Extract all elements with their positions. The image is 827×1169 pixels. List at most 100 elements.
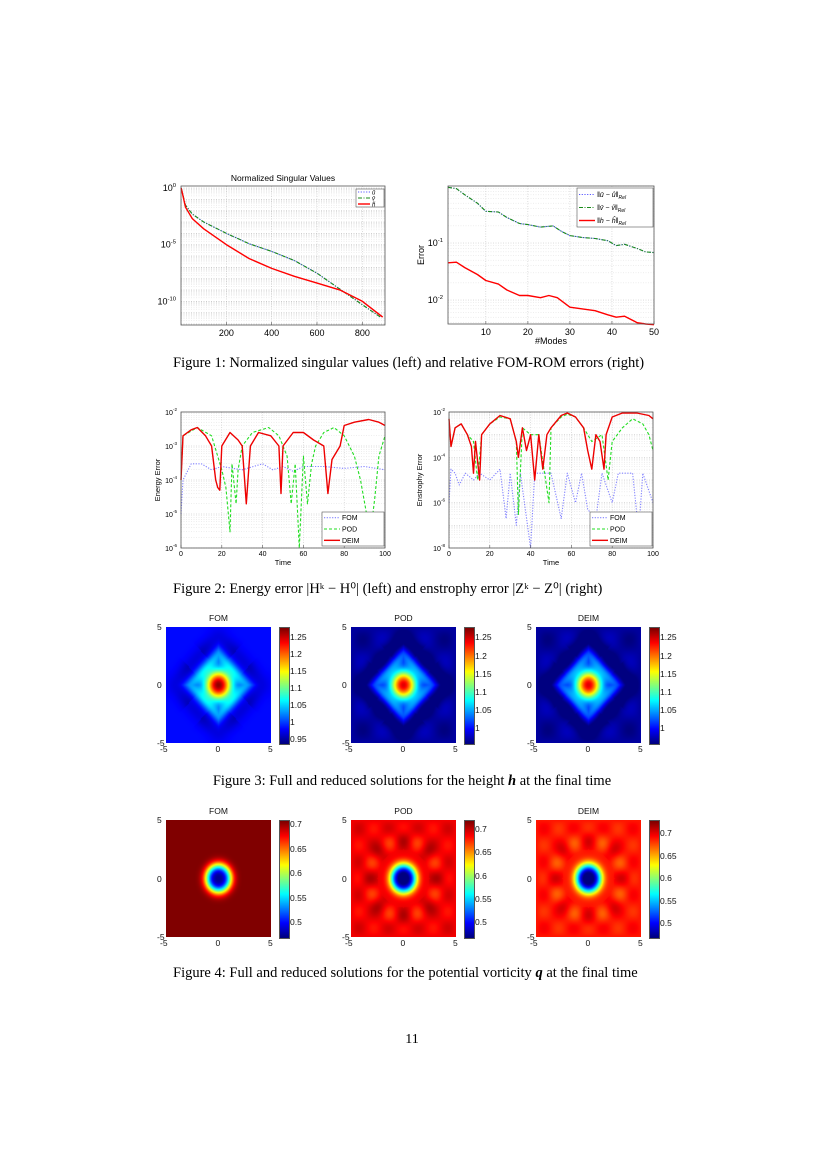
x-tick-label: 600 — [309, 328, 324, 338]
colorbar-tick-label: 0.5 — [290, 916, 302, 927]
y-tick-base: 10 — [161, 240, 171, 250]
legend: FOM POD DEIM — [589, 511, 653, 547]
heatmap-title: DEIM — [577, 613, 600, 623]
colorbar-tick-label: 1.25 — [475, 632, 492, 643]
colorbar-tick-label: 1.2 — [475, 650, 487, 661]
y-tick-label: 10-4 — [165, 475, 177, 485]
legend-label-subscript: Rel — [618, 208, 626, 214]
legend-label-text: ‖h − ĥ‖ — [597, 216, 619, 225]
y-tick-exponent: -5 — [171, 240, 176, 246]
colorbar-tick-label: 0.65 — [660, 850, 677, 861]
legend-label-text: ‖ū − û‖ — [597, 192, 619, 199]
y-tick-label: 5 — [157, 815, 162, 825]
y-tick-label: 0 — [342, 680, 347, 690]
heatmap-title: DEIM — [577, 806, 600, 816]
x-tick-label: -5 — [160, 744, 168, 754]
heatmap-image — [536, 820, 641, 937]
series-line-1 — [180, 426, 386, 549]
colorbar-tick-label: 0.55 — [660, 895, 677, 906]
x-tick-label: 50 — [649, 327, 659, 337]
y-tick-label: -5 — [157, 932, 165, 942]
x-axis-label: Time — [275, 558, 291, 567]
y-tick-label: 0 — [527, 680, 532, 690]
x-tick-label: -5 — [345, 744, 353, 754]
y-tick-label: -5 — [342, 738, 350, 748]
series-line-1 — [447, 186, 655, 254]
legend-label: ‖ū − û‖Rel — [597, 192, 627, 201]
x-tick-label: 400 — [264, 328, 279, 338]
legend-label: ṽ — [372, 197, 376, 203]
heatmap-image — [351, 820, 456, 937]
figure-2-caption: Figure 2: Energy error |Hᵏ − H⁰| (left) … — [173, 581, 603, 597]
legend-label-text: POD — [610, 527, 625, 534]
y-tick-exponent: -2 — [438, 295, 443, 301]
colorbar-tick-label: 0.55 — [475, 894, 492, 905]
colorbar-tick-label: 1.05 — [290, 699, 307, 710]
colorbar-tick-label: 1.2 — [290, 648, 302, 659]
y-tick-exponent: -4 — [441, 452, 446, 457]
colorbar-tick-label: 0.55 — [290, 892, 307, 903]
x-tick-label: 0 — [400, 744, 406, 754]
x-tick-label: 0 — [179, 551, 183, 558]
legend-label-text: ũ — [372, 191, 376, 197]
heatmap-image — [351, 627, 456, 743]
y-tick-label: 10-3 — [165, 441, 177, 451]
x-tick-label: 0 — [447, 551, 451, 558]
series-line-2 — [448, 412, 654, 481]
y-tick-exponent: -3 — [173, 441, 178, 446]
colorbar-tick-label: 1.25 — [660, 632, 677, 643]
y-tick-label: 10-6 — [433, 498, 445, 508]
y-tick-base: 10 — [165, 546, 173, 553]
legend-label-text: h̃ — [372, 202, 376, 208]
y-tick-exponent: -4 — [173, 475, 178, 480]
legend-label-subscript: Rel — [619, 195, 627, 201]
x-tick-label: 5 — [268, 938, 273, 948]
plot-frame — [447, 185, 655, 325]
x-tick-label: 80 — [608, 551, 616, 558]
series-line-1 — [180, 187, 381, 318]
y-tick-label: 10-10 — [158, 296, 177, 306]
x-tick-label: 5 — [268, 744, 273, 754]
x-tick-label: 100 — [647, 551, 659, 558]
page-number: 11 — [405, 1032, 419, 1047]
legend: FOM POD DEIM — [321, 511, 385, 547]
y-tick-label: 5 — [342, 622, 347, 632]
x-tick-label: 100 — [379, 551, 391, 558]
y-tick-exponent: -1 — [438, 238, 443, 244]
heatmap-image — [166, 820, 271, 937]
x-tick-label: 0 — [215, 744, 221, 754]
legend-label-text: DEIM — [610, 538, 628, 545]
y-tick-base: 10 — [158, 296, 168, 306]
legend-label-text: ‖v̄ − v̂‖ — [597, 205, 618, 212]
caption-text: Figure 3: Full and reduced solutions for… — [212, 773, 509, 789]
heatmap-image — [166, 627, 271, 743]
colorbar — [649, 627, 660, 745]
x-axis-label: #Modes — [535, 336, 568, 346]
x-tick-label: 40 — [607, 327, 617, 337]
legend-label: h̃ — [372, 202, 376, 208]
colorbar-tick-label: 1.15 — [475, 668, 492, 679]
x-tick-label: 5 — [638, 744, 643, 754]
y-tick-base: 10 — [165, 512, 173, 519]
y-tick-label: 10-6 — [165, 543, 177, 553]
x-tick-label: 40 — [259, 551, 267, 558]
y-tick-label: 10-2 — [428, 295, 443, 305]
colorbar — [279, 820, 290, 939]
y-tick-label: 0 — [157, 873, 162, 884]
colorbar-tick-label: 1 — [290, 717, 295, 728]
legend-label: POD — [610, 527, 625, 534]
y-tick-label: 0 — [342, 873, 347, 884]
y-tick-label: 10-1 — [428, 238, 443, 248]
colorbar — [464, 627, 475, 745]
series-line-1 — [448, 413, 654, 516]
chart-title: Normalized Singular Values — [231, 173, 335, 183]
x-tick-label: -5 — [530, 938, 538, 948]
colorbar — [649, 820, 660, 939]
heatmap-title: POD — [394, 613, 413, 623]
legend: ũṽh̃ — [355, 188, 385, 209]
legend-label: ‖h − ĥ‖Rel — [597, 216, 627, 227]
y-tick-base: 10 — [163, 183, 173, 193]
x-tick-label: 5 — [638, 938, 643, 948]
y-tick-label: 5 — [342, 815, 347, 825]
y-axis-label: Energy Error — [153, 458, 162, 501]
